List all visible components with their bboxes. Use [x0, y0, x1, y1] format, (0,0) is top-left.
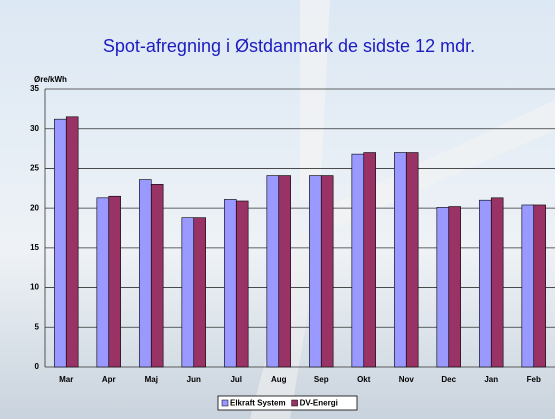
y-axis-label: Øre/kWh — [34, 75, 67, 84]
legend-swatch — [292, 400, 298, 406]
bar — [66, 117, 78, 367]
x-tick-label: Mar — [59, 375, 73, 384]
x-tick-label: Sep — [314, 375, 329, 384]
legend-label: Elkraft System — [230, 399, 286, 408]
bar — [267, 176, 279, 367]
bar — [97, 198, 109, 367]
bar — [236, 201, 248, 367]
bar — [321, 176, 333, 367]
x-tick-label: Dec — [441, 375, 456, 384]
chart: Spot-afregning i Østdanmark de sidste 12… — [0, 0, 555, 419]
bar — [522, 205, 534, 367]
bar — [54, 119, 66, 367]
chart-title: Spot-afregning i Østdanmark de sidste 12… — [103, 36, 475, 56]
bar — [437, 207, 449, 367]
y-tick-label: 10 — [30, 283, 39, 292]
x-tick-label: Aug — [271, 375, 287, 384]
bar — [151, 184, 163, 367]
bar — [139, 180, 151, 367]
legend-label: DV-Energi — [300, 399, 338, 408]
legend-swatch — [222, 400, 228, 406]
x-tick-label: Jul — [230, 375, 242, 384]
x-tick-label: Feb — [527, 375, 541, 384]
y-tick-label: 20 — [30, 203, 39, 212]
y-tick-label: 5 — [35, 322, 40, 331]
bar — [352, 154, 364, 367]
x-tick-label: Apr — [102, 375, 116, 384]
x-tick-label: Jun — [187, 375, 201, 384]
bar — [491, 198, 503, 367]
bar — [394, 153, 406, 367]
bar — [279, 176, 291, 367]
bar — [194, 218, 206, 367]
bar — [534, 205, 546, 367]
x-tick-label: Nov — [399, 375, 415, 384]
x-tick-label: Jan — [484, 375, 498, 384]
bar — [449, 207, 461, 367]
y-tick-label: 25 — [30, 164, 39, 173]
bar — [406, 153, 418, 367]
y-tick-label: 35 — [30, 84, 39, 93]
y-tick-label: 30 — [30, 124, 39, 133]
y-tick-label: 15 — [30, 243, 39, 252]
bar — [109, 196, 121, 367]
bar — [309, 176, 321, 367]
bar — [182, 218, 194, 367]
bar — [479, 200, 491, 367]
y-tick-label: 0 — [35, 362, 40, 371]
x-tick-label: Okt — [357, 375, 371, 384]
x-tick-label: Maj — [145, 375, 158, 384]
bar — [364, 153, 376, 367]
bar — [224, 199, 236, 367]
